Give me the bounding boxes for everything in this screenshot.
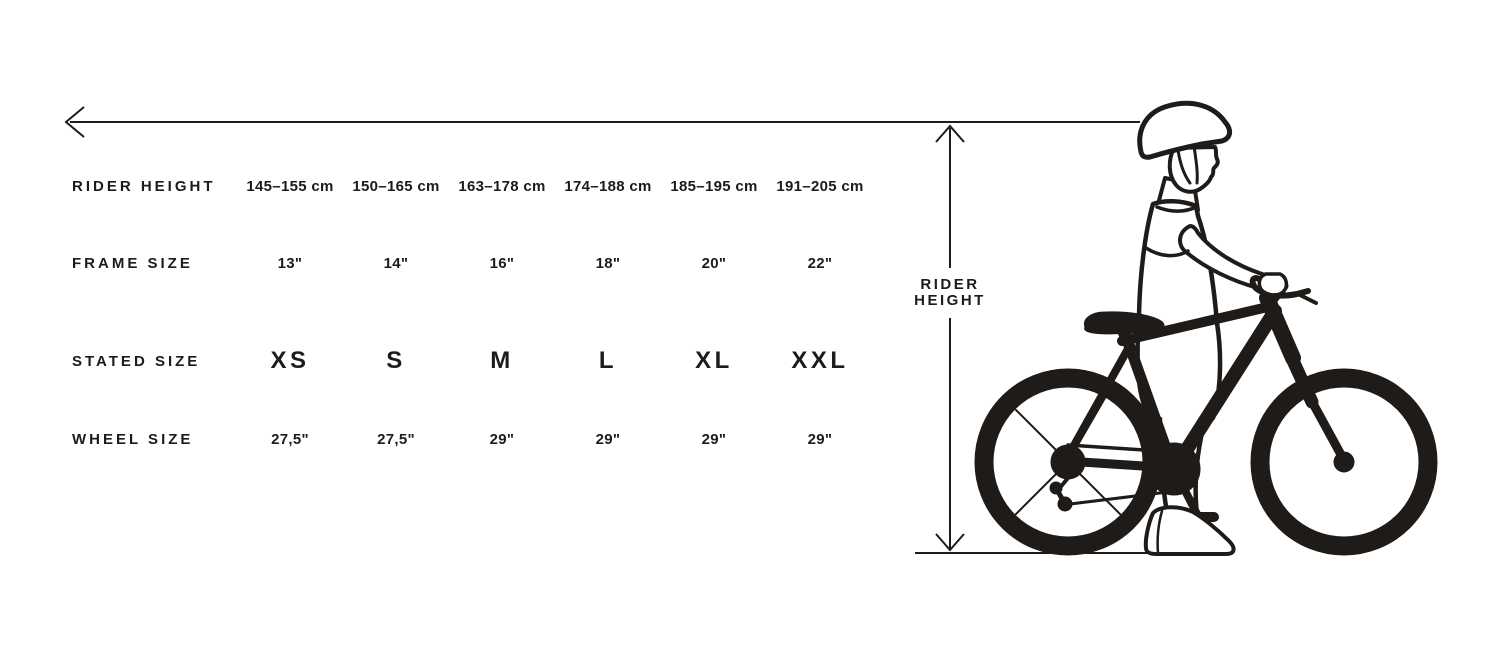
shoe bbox=[1143, 505, 1236, 556]
stated-size-value: XL bbox=[695, 347, 733, 374]
left-arrow-icon bbox=[64, 106, 1140, 138]
row-label-rider-height: RIDER HEIGHT bbox=[72, 177, 216, 195]
frame-size-value: 16" bbox=[489, 254, 515, 272]
stated-size-row: STATED SIZE XS S M L XL XXL bbox=[72, 346, 873, 376]
frame-size-value: 22" bbox=[807, 254, 833, 272]
wheel-size-value: 27,5" bbox=[271, 430, 309, 448]
stated-size-value: XXL bbox=[791, 347, 849, 374]
hand bbox=[1257, 272, 1289, 297]
frame-size-value: 14" bbox=[383, 254, 409, 272]
bicycle bbox=[974, 275, 1438, 556]
stated-size-value: XS bbox=[270, 347, 310, 374]
stated-size-value: M bbox=[490, 347, 514, 374]
up-down-arrow-icon bbox=[935, 124, 965, 552]
helmet-icon bbox=[1137, 100, 1232, 160]
rider-height-value: 174–188 cm bbox=[564, 177, 652, 195]
stated-size-value: S bbox=[386, 347, 406, 374]
rider-height-value: 191–205 cm bbox=[776, 177, 864, 195]
wheel-size-value: 29" bbox=[701, 430, 727, 448]
stated-size-value: L bbox=[598, 347, 618, 374]
frame-size-value: 18" bbox=[595, 254, 621, 272]
frame-size-value: 20" bbox=[701, 254, 727, 272]
rider-height-row: RIDER HEIGHT 145–155 cm 150–165 cm 163–1… bbox=[72, 175, 873, 197]
row-label-frame-size: FRAME SIZE bbox=[72, 254, 193, 272]
row-label-wheel-size: WHEEL SIZE bbox=[72, 430, 194, 448]
front-wheel bbox=[1250, 368, 1438, 556]
frame-size-row: FRAME SIZE 13" 14" 16" 18" 20" 22" bbox=[72, 252, 873, 274]
wheel-size-row: WHEEL SIZE 27,5" 27,5" 29" 29" 29" 29" bbox=[72, 428, 873, 450]
wheel-size-value: 29" bbox=[807, 430, 833, 448]
frame-size-value: 13" bbox=[277, 254, 303, 272]
rider-height-value: 145–155 cm bbox=[246, 177, 334, 195]
vertical-rider-height-label: RIDER HEIGHT bbox=[914, 276, 986, 309]
row-label-stated-size: STATED SIZE bbox=[72, 352, 201, 370]
wheel-size-value: 27,5" bbox=[377, 430, 415, 448]
rider-height-value: 150–165 cm bbox=[352, 177, 440, 195]
rider-height-value: 185–195 cm bbox=[670, 177, 758, 195]
saddle bbox=[1083, 311, 1165, 335]
wheel-size-value: 29" bbox=[489, 430, 515, 448]
wheel-size-value: 29" bbox=[595, 430, 621, 448]
rider-height-value: 163–178 cm bbox=[458, 177, 546, 195]
